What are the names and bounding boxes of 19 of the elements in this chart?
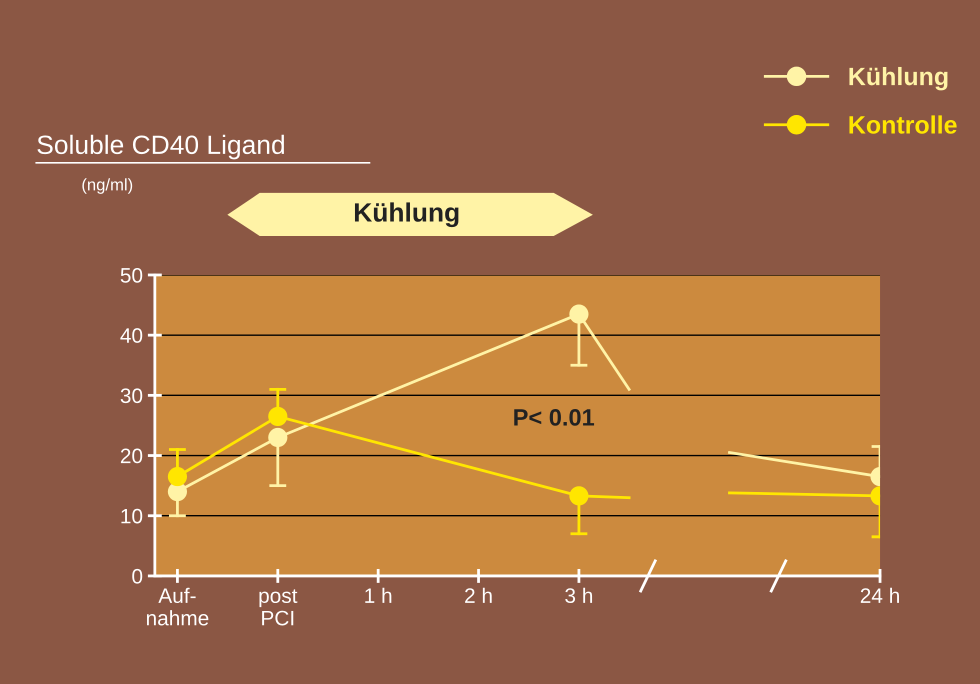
x-tick-label: 2 h	[465, 588, 492, 603]
text: Kühlung	[354, 202, 458, 228]
x-tick-label: 1 h	[365, 588, 392, 603]
x-tick-label: Auf- nahme	[146, 588, 208, 626]
y-tick-label: 0	[132, 568, 142, 584]
legend-label: Kontrolle	[849, 115, 957, 134]
y-tick-label: 40	[120, 328, 142, 343]
x-tick-label: post PCI	[259, 589, 298, 626]
y-tick-label: 10	[121, 508, 142, 524]
point	[168, 467, 187, 486]
x-tick-label: 24 h	[860, 588, 899, 603]
chart-title: Soluble CD40 Ligand	[37, 134, 284, 160]
y-tick-label: 20	[120, 448, 142, 464]
chart-subtitle: (ng/ml)	[82, 178, 132, 194]
x-tick-label: 3 h	[565, 588, 592, 604]
annotation: P< 0.01	[514, 409, 594, 426]
legend-label: Kühlung	[849, 66, 948, 90]
y-tick-label: 50	[120, 268, 142, 283]
y-tick-label: 30	[120, 388, 142, 404]
